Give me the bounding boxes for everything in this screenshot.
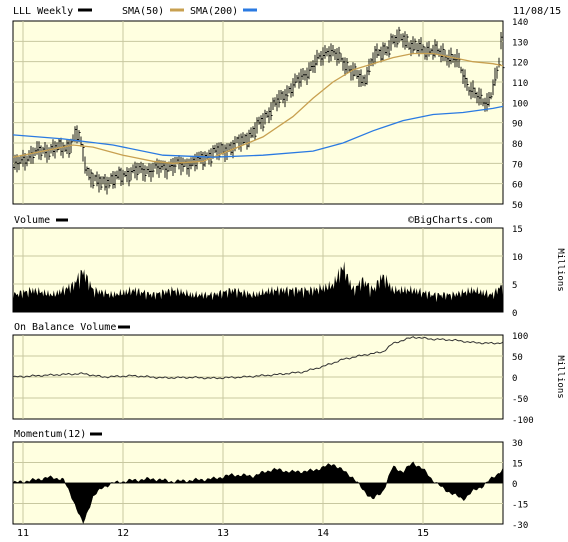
panel-titles: Volume ©BigCharts.com On Balance Volume … (14, 215, 492, 440)
volume-title: Volume (14, 215, 50, 226)
volume-ytick-label: 0 (512, 309, 517, 319)
price-ytick-label: 60 (512, 181, 523, 191)
sma50-label: SMA(50) (122, 6, 164, 17)
x-tick-label: 14 (317, 528, 329, 539)
price-ytick-label: 80 (512, 140, 523, 150)
momentum-title: Momentum(12) (14, 429, 86, 440)
volume-ytick-label: 10 (512, 253, 523, 263)
obv-title: On Balance Volume (14, 322, 116, 333)
momentum-ytick-label: -30 (512, 521, 528, 531)
symbol-label: LLL Weekly (13, 6, 73, 17)
chart-layers: 5060708090100110120130140051015-100-5005… (12, 18, 534, 539)
chart-date: 11/08/15 (513, 6, 561, 17)
obv-ytick-label: 100 (512, 332, 528, 342)
momentum-ytick-label: -15 (512, 501, 528, 511)
price-ytick-label: 50 (512, 201, 523, 211)
momentum-ytick-label: 0 (512, 480, 517, 490)
price-header: LLL Weekly SMA(50) SMA(200) 11/08/15 (13, 6, 561, 17)
obv-ytick-label: 50 (512, 353, 523, 363)
price-ytick-label: 100 (512, 99, 528, 109)
x-tick-label: 11 (17, 528, 29, 539)
sma200-line (12, 105, 504, 158)
obv-ytick-label: 0 (512, 374, 517, 384)
price-ytick-label: 140 (512, 18, 528, 28)
x-tick-label: 13 (217, 528, 229, 539)
price-ytick-label: 120 (512, 59, 528, 69)
momentum-area (12, 461, 504, 525)
volume-ytick-label: 15 (512, 225, 523, 235)
sma50-line (12, 52, 504, 164)
x-tick-label: 15 (417, 528, 429, 539)
price-ytick-label: 90 (512, 120, 523, 130)
obv-ytick-label: -100 (512, 416, 534, 426)
price-ytick-label: 70 (512, 160, 523, 170)
x-tick-label: 12 (117, 528, 129, 539)
volume-ytick-label: 5 (512, 281, 517, 291)
obv-ylabel: Millions (555, 355, 565, 398)
watermark: ©BigCharts.com (408, 215, 492, 226)
obv-line (12, 336, 504, 380)
momentum-ytick-label: 15 (512, 460, 523, 470)
obv-ytick-label: -50 (512, 395, 528, 405)
sma200-label: SMA(200) (190, 6, 238, 17)
price-panel (12, 20, 504, 205)
volume-bars (13, 261, 503, 312)
volume-ylabel: Millions (555, 248, 565, 291)
price-ytick-label: 130 (512, 38, 528, 48)
price-ytick-label: 110 (512, 79, 528, 89)
momentum-ytick-label: 30 (512, 439, 523, 449)
